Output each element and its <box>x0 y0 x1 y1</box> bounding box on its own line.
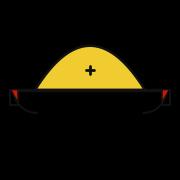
Polygon shape <box>163 90 168 100</box>
Polygon shape <box>12 90 17 100</box>
Bar <box>163 90 170 105</box>
Polygon shape <box>35 46 145 90</box>
Bar <box>10 90 17 105</box>
